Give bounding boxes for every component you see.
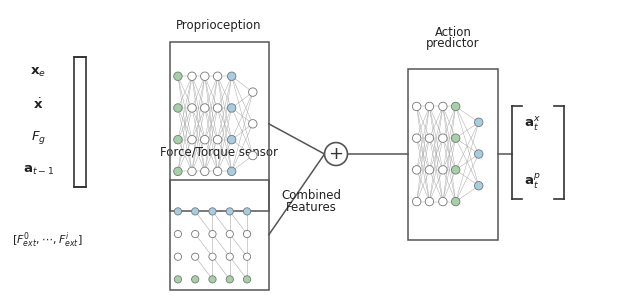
Text: $\mathbf{a}^x_t$: $\mathbf{a}^x_t$: [524, 115, 541, 133]
Text: Action: Action: [435, 26, 472, 39]
Circle shape: [243, 230, 251, 238]
Circle shape: [174, 208, 182, 215]
Circle shape: [191, 208, 199, 215]
Circle shape: [226, 208, 234, 215]
Circle shape: [438, 102, 447, 111]
Circle shape: [412, 165, 421, 174]
Circle shape: [227, 167, 236, 176]
Circle shape: [451, 198, 460, 206]
Text: $\dot{\mathbf{x}}$: $\dot{\mathbf{x}}$: [33, 97, 44, 111]
Circle shape: [425, 134, 434, 143]
Circle shape: [227, 104, 236, 112]
Circle shape: [213, 104, 222, 112]
Text: $\mathbf{a}_{t-1}$: $\mathbf{a}_{t-1}$: [23, 164, 54, 177]
Circle shape: [425, 198, 434, 206]
Circle shape: [243, 253, 251, 260]
Circle shape: [188, 104, 196, 112]
Circle shape: [451, 134, 460, 143]
Circle shape: [474, 118, 483, 127]
Circle shape: [188, 167, 196, 176]
Circle shape: [173, 104, 182, 112]
Circle shape: [226, 253, 234, 260]
Circle shape: [474, 182, 483, 190]
Circle shape: [451, 165, 460, 174]
Circle shape: [474, 150, 483, 158]
Circle shape: [173, 167, 182, 176]
Circle shape: [243, 208, 251, 215]
Circle shape: [200, 104, 209, 112]
Circle shape: [200, 72, 209, 81]
Circle shape: [174, 253, 182, 260]
Circle shape: [243, 276, 251, 283]
Circle shape: [412, 134, 421, 143]
Circle shape: [213, 167, 222, 176]
Bar: [408, 69, 498, 240]
Text: $[F^0_{ext}, \cdots, F^i_{ext}]$: $[F^0_{ext}, \cdots, F^i_{ext}]$: [12, 230, 82, 250]
Circle shape: [173, 72, 182, 81]
Circle shape: [248, 151, 257, 160]
Text: $F_g$: $F_g$: [31, 129, 46, 146]
Text: +: +: [328, 145, 344, 163]
Circle shape: [226, 230, 234, 238]
Circle shape: [173, 135, 182, 144]
Circle shape: [209, 276, 216, 283]
Circle shape: [438, 134, 447, 143]
Bar: [170, 42, 269, 211]
Text: Combined: Combined: [282, 189, 342, 202]
Circle shape: [213, 72, 222, 81]
Circle shape: [226, 276, 234, 283]
Circle shape: [227, 135, 236, 144]
Circle shape: [174, 230, 182, 238]
Circle shape: [191, 253, 199, 260]
Circle shape: [227, 72, 236, 81]
Circle shape: [213, 135, 222, 144]
Text: Proprioception: Proprioception: [176, 19, 262, 32]
Circle shape: [425, 165, 434, 174]
Circle shape: [188, 72, 196, 81]
Circle shape: [188, 135, 196, 144]
Circle shape: [174, 276, 182, 283]
Text: Features: Features: [286, 201, 337, 214]
Circle shape: [191, 230, 199, 238]
Circle shape: [425, 102, 434, 111]
Circle shape: [438, 198, 447, 206]
Circle shape: [324, 143, 348, 165]
Circle shape: [209, 208, 216, 215]
Circle shape: [200, 135, 209, 144]
Circle shape: [209, 230, 216, 238]
Circle shape: [412, 102, 421, 111]
Bar: [170, 180, 269, 290]
Circle shape: [438, 165, 447, 174]
Circle shape: [248, 120, 257, 128]
Circle shape: [412, 198, 421, 206]
Circle shape: [209, 253, 216, 260]
Circle shape: [191, 276, 199, 283]
Circle shape: [200, 167, 209, 176]
Text: predictor: predictor: [426, 37, 480, 50]
Text: $\mathbf{x}_e$: $\mathbf{x}_e$: [31, 66, 46, 79]
Circle shape: [248, 88, 257, 96]
Circle shape: [451, 102, 460, 111]
Text: Force/Torque sensor: Force/Torque sensor: [160, 146, 278, 159]
Text: $\mathbf{a}^p_t$: $\mathbf{a}^p_t$: [524, 172, 541, 191]
